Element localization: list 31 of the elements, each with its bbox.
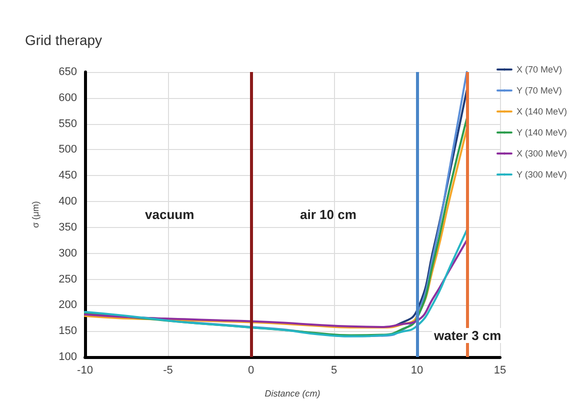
y-tick-label: 150 [58, 325, 77, 338]
x-tick-label: 10 [410, 364, 424, 376]
x-tick-label: -5 [163, 364, 173, 376]
annotation: air 10 cm [300, 207, 356, 222]
legend-label: Y (70 MeV) [516, 86, 562, 96]
y-tick-label: 650 [58, 66, 77, 78]
legend-label: X (140 MeV) [516, 106, 568, 116]
annotation: water 3 cm [433, 328, 502, 343]
annotation: vacuum [145, 207, 194, 222]
y-tick-label: 500 [58, 144, 77, 156]
y-tick-label: 250 [58, 273, 77, 286]
legend-label: Y (300 MeV) [516, 170, 567, 180]
x-tick-label: 0 [248, 364, 254, 376]
y-tick-label: 450 [58, 170, 77, 182]
x-tick-label: 5 [330, 364, 338, 376]
x-tick-label: 15 [494, 364, 506, 376]
x-tick-label: -10 [77, 364, 93, 376]
x-axis-title: Distance (cm) [264, 388, 320, 398]
y-tick-label: 200 [58, 299, 77, 312]
legend-label: X (300 MeV) [516, 148, 568, 158]
line-series [84, 239, 468, 328]
y-tick-label: 350 [58, 221, 77, 234]
y-tick-label: 100 [58, 351, 77, 363]
legend-label: X (70 MeV) [516, 64, 562, 74]
legend-label: Y (140 MeV) [516, 128, 567, 138]
y-axis-title: σ (μm) [30, 201, 40, 228]
y-tick-label: 400 [58, 196, 77, 208]
y-tick-label: 300 [58, 247, 77, 260]
y-tick-label: 600 [58, 92, 77, 104]
y-tick-label: 550 [58, 118, 77, 130]
chart-title: Grid therapy [25, 32, 102, 48]
